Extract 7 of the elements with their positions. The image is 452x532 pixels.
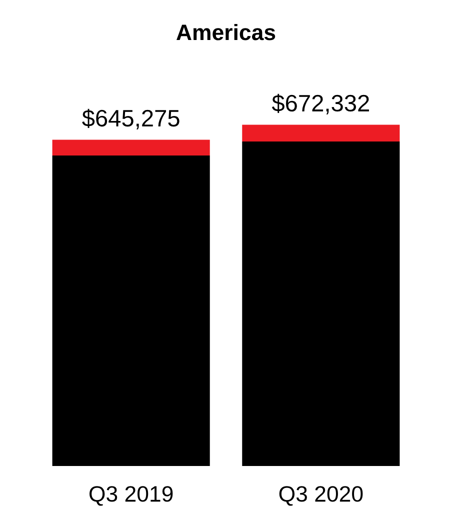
annotation: $645,275 [82,108,180,130]
bar [52,140,210,156]
annotation: $672,332 [272,94,369,114]
x-tick-label: Q3 2020 [279,486,363,506]
chart-title: Americas [176,24,276,40]
x-tick-label: Q3 2019 [90,486,173,506]
bar [242,124,400,142]
